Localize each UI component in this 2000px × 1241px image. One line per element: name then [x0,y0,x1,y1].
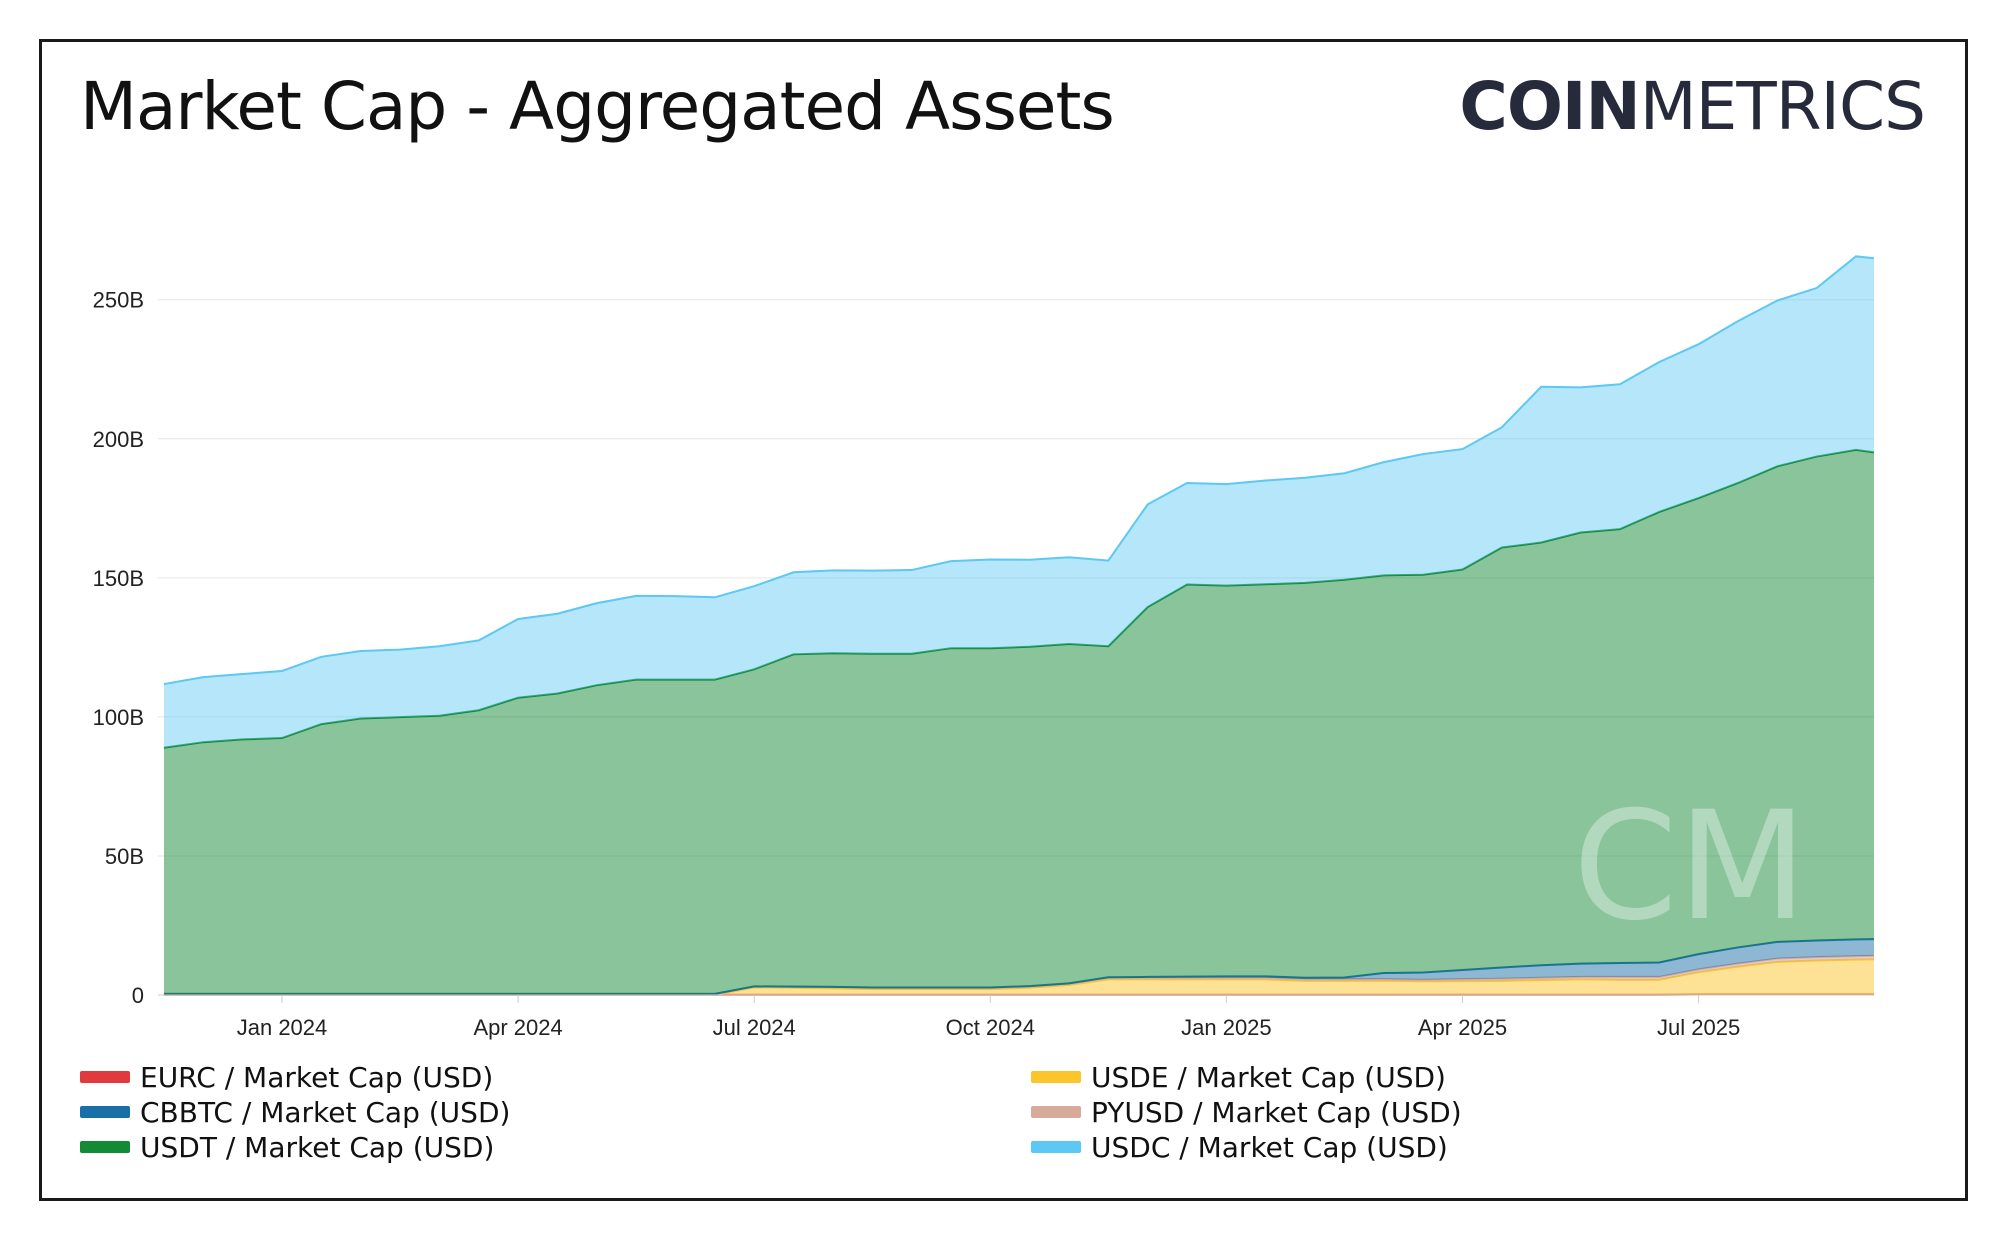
legend-item-pyusd[interactable]: PYUSD / Market Cap (USD) [1031,1095,1462,1129]
x-axis: Jan 2024 Apr 2024 Jul 2024 Oct 2024 Jan 2025… [158,994,1874,1040]
legend-swatch-usdt [80,1141,130,1153]
y-tick-label: 100B [93,705,144,730]
x-tick-label: Apr 2024 [473,1015,562,1040]
logo-light-text: METRICS [1639,68,1926,145]
legend-item-usde[interactable]: USDE / Market Cap (USD) [1031,1060,1446,1094]
legend-item-cbbtc[interactable]: CBBTC / Market Cap (USD) [80,1095,510,1129]
chart-title: Market Cap - Aggregated Assets [80,68,1115,145]
legend-label-cbbtc: CBBTC / Market Cap (USD) [140,1095,511,1129]
area-usdc [163,256,1875,748]
legend: EURC / Market Cap (USD) CBBTC / Market C… [80,1060,1980,1180]
legend-label-usdt: USDT / Market Cap (USD) [140,1130,495,1164]
x-tick-label: Jan 2024 [237,1015,328,1040]
cm-watermark: CM [1573,780,1807,954]
legend-label-usde: USDE / Market Cap (USD) [1091,1060,1446,1094]
y-tick-label: 250B [93,288,144,313]
legend-item-eurc[interactable]: EURC / Market Cap (USD) [80,1060,493,1094]
y-axis: 0 50B 100B 150B 200B 250B [93,288,144,1008]
legend-label-pyusd: PYUSD / Market Cap (USD) [1091,1095,1462,1129]
legend-swatch-eurc [80,1071,130,1083]
legend-item-usdc[interactable]: USDC / Market Cap (USD) [1031,1130,1448,1164]
y-tick-label: 150B [93,566,144,591]
x-tick-label: Jul 2025 [1657,1015,1740,1040]
logo-bold-text: COIN [1459,68,1640,145]
x-tick-label: Apr 2025 [1418,1015,1507,1040]
y-tick-label: 200B [93,427,144,452]
x-tick-label: Oct 2024 [946,1015,1035,1040]
legend-swatch-usde [1031,1071,1081,1083]
coinmetrics-logo: COINMETRICS [1459,68,1926,145]
stacked-areas [163,255,1875,996]
watermark-text: CM [1573,780,1807,954]
legend-label-usdc: USDC / Market Cap (USD) [1091,1130,1448,1164]
x-tick-label: Jan 2025 [1181,1015,1272,1040]
legend-label-eurc: EURC / Market Cap (USD) [140,1060,494,1094]
legend-item-usdt[interactable]: USDT / Market Cap (USD) [80,1130,494,1164]
legend-swatch-usdc [1031,1141,1081,1153]
y-tick-label: 0 [132,983,144,1008]
x-tick-label: Jul 2024 [713,1015,796,1040]
legend-swatch-cbbtc [80,1106,130,1118]
area-usdt [163,449,1875,994]
legend-swatch-pyusd [1031,1106,1081,1118]
line-usdc [163,255,1875,686]
line-usdt [163,448,1875,749]
area-usde [163,959,1875,995]
y-tick-label: 50B [105,844,144,869]
